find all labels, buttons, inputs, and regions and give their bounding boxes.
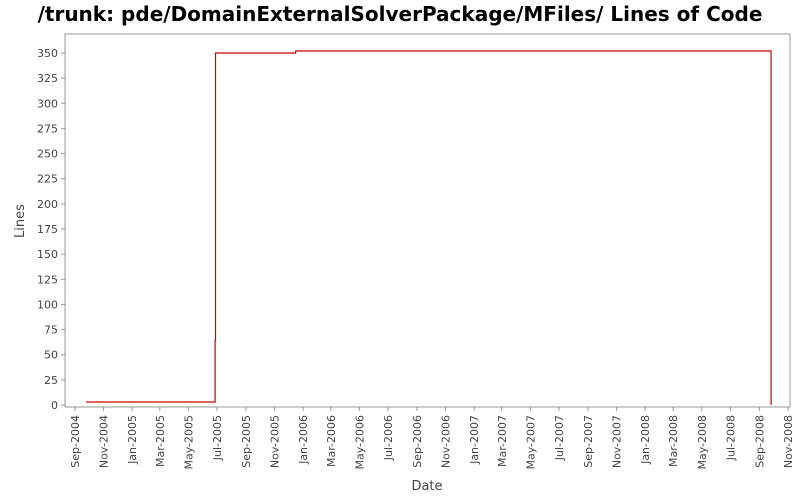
plot-frame — [64, 33, 791, 408]
x-tick-label: May-2005 — [182, 415, 195, 470]
x-tick-label: Nov-2007 — [611, 415, 624, 468]
x-axis: Sep-2004 Nov-2004 Jan-2005 Mar-2005 May-2005… — [69, 407, 795, 470]
y-tick-label: 100 — [37, 298, 58, 311]
y-tick-label: 0 — [51, 399, 58, 412]
y-tick-label: 175 — [37, 223, 58, 236]
x-tick-label: Sep-2005 — [240, 415, 253, 468]
y-tick-label: 150 — [37, 248, 58, 261]
y-tick-label: 200 — [37, 198, 58, 211]
y-tick-label: 250 — [37, 148, 58, 161]
x-tick-label: Mar-2006 — [325, 415, 338, 467]
y-tick-label: 300 — [37, 97, 58, 110]
y-tick-label: 325 — [37, 72, 58, 85]
y-tick-label: 350 — [37, 47, 58, 60]
x-tick-label: Jan-2005 — [126, 415, 139, 465]
x-tick-label: Jul-2007 — [553, 415, 566, 461]
x-tick-label: Jan-2006 — [297, 415, 310, 465]
x-tick-label: Mar-2005 — [154, 415, 167, 467]
x-tick-label: Nov-2008 — [782, 415, 795, 468]
x-tick-label: Jul-2006 — [382, 415, 395, 461]
x-tick-label: Sep-2007 — [582, 415, 595, 468]
x-tick-label: Nov-2005 — [269, 415, 282, 468]
x-tick-label: Nov-2006 — [440, 415, 453, 468]
chart-title: /trunk: pde/DomainExternalSolverPackage/… — [37, 2, 763, 26]
y-axis-title: Lines — [13, 204, 28, 238]
y-tick-label: 50 — [44, 349, 58, 362]
x-tick-label: Sep-2004 — [69, 415, 82, 468]
x-tick-label: Mar-2007 — [496, 415, 509, 467]
x-tick-label: Jul-2008 — [724, 415, 737, 461]
y-tick-label: 125 — [37, 273, 58, 286]
series-group — [86, 50, 772, 405]
x-axis-title: Date — [411, 479, 442, 494]
x-tick-label: Mar-2008 — [667, 415, 680, 467]
x-tick-label: Sep-2006 — [411, 415, 424, 468]
y-tick-label: 25 — [44, 374, 58, 387]
x-tick-label: Nov-2004 — [98, 415, 111, 468]
x-tick-label: Jan-2007 — [468, 415, 481, 465]
y-tick-label: 275 — [37, 122, 58, 135]
y-tick-label: 75 — [44, 324, 58, 337]
x-tick-label: May-2007 — [524, 415, 537, 470]
x-tick-label: Sep-2008 — [753, 415, 766, 468]
x-tick-label: Jan-2008 — [639, 415, 652, 465]
y-axis: 0 25 50 75 100 125 150 175 200 225 250 275 300 325 350 — [37, 47, 65, 412]
x-tick-label: May-2008 — [696, 415, 709, 470]
y-tick-label: 225 — [37, 173, 58, 186]
x-tick-label: May-2006 — [353, 415, 366, 470]
x-tick-label: Jul-2005 — [211, 415, 224, 461]
series-line — [86, 50, 772, 405]
